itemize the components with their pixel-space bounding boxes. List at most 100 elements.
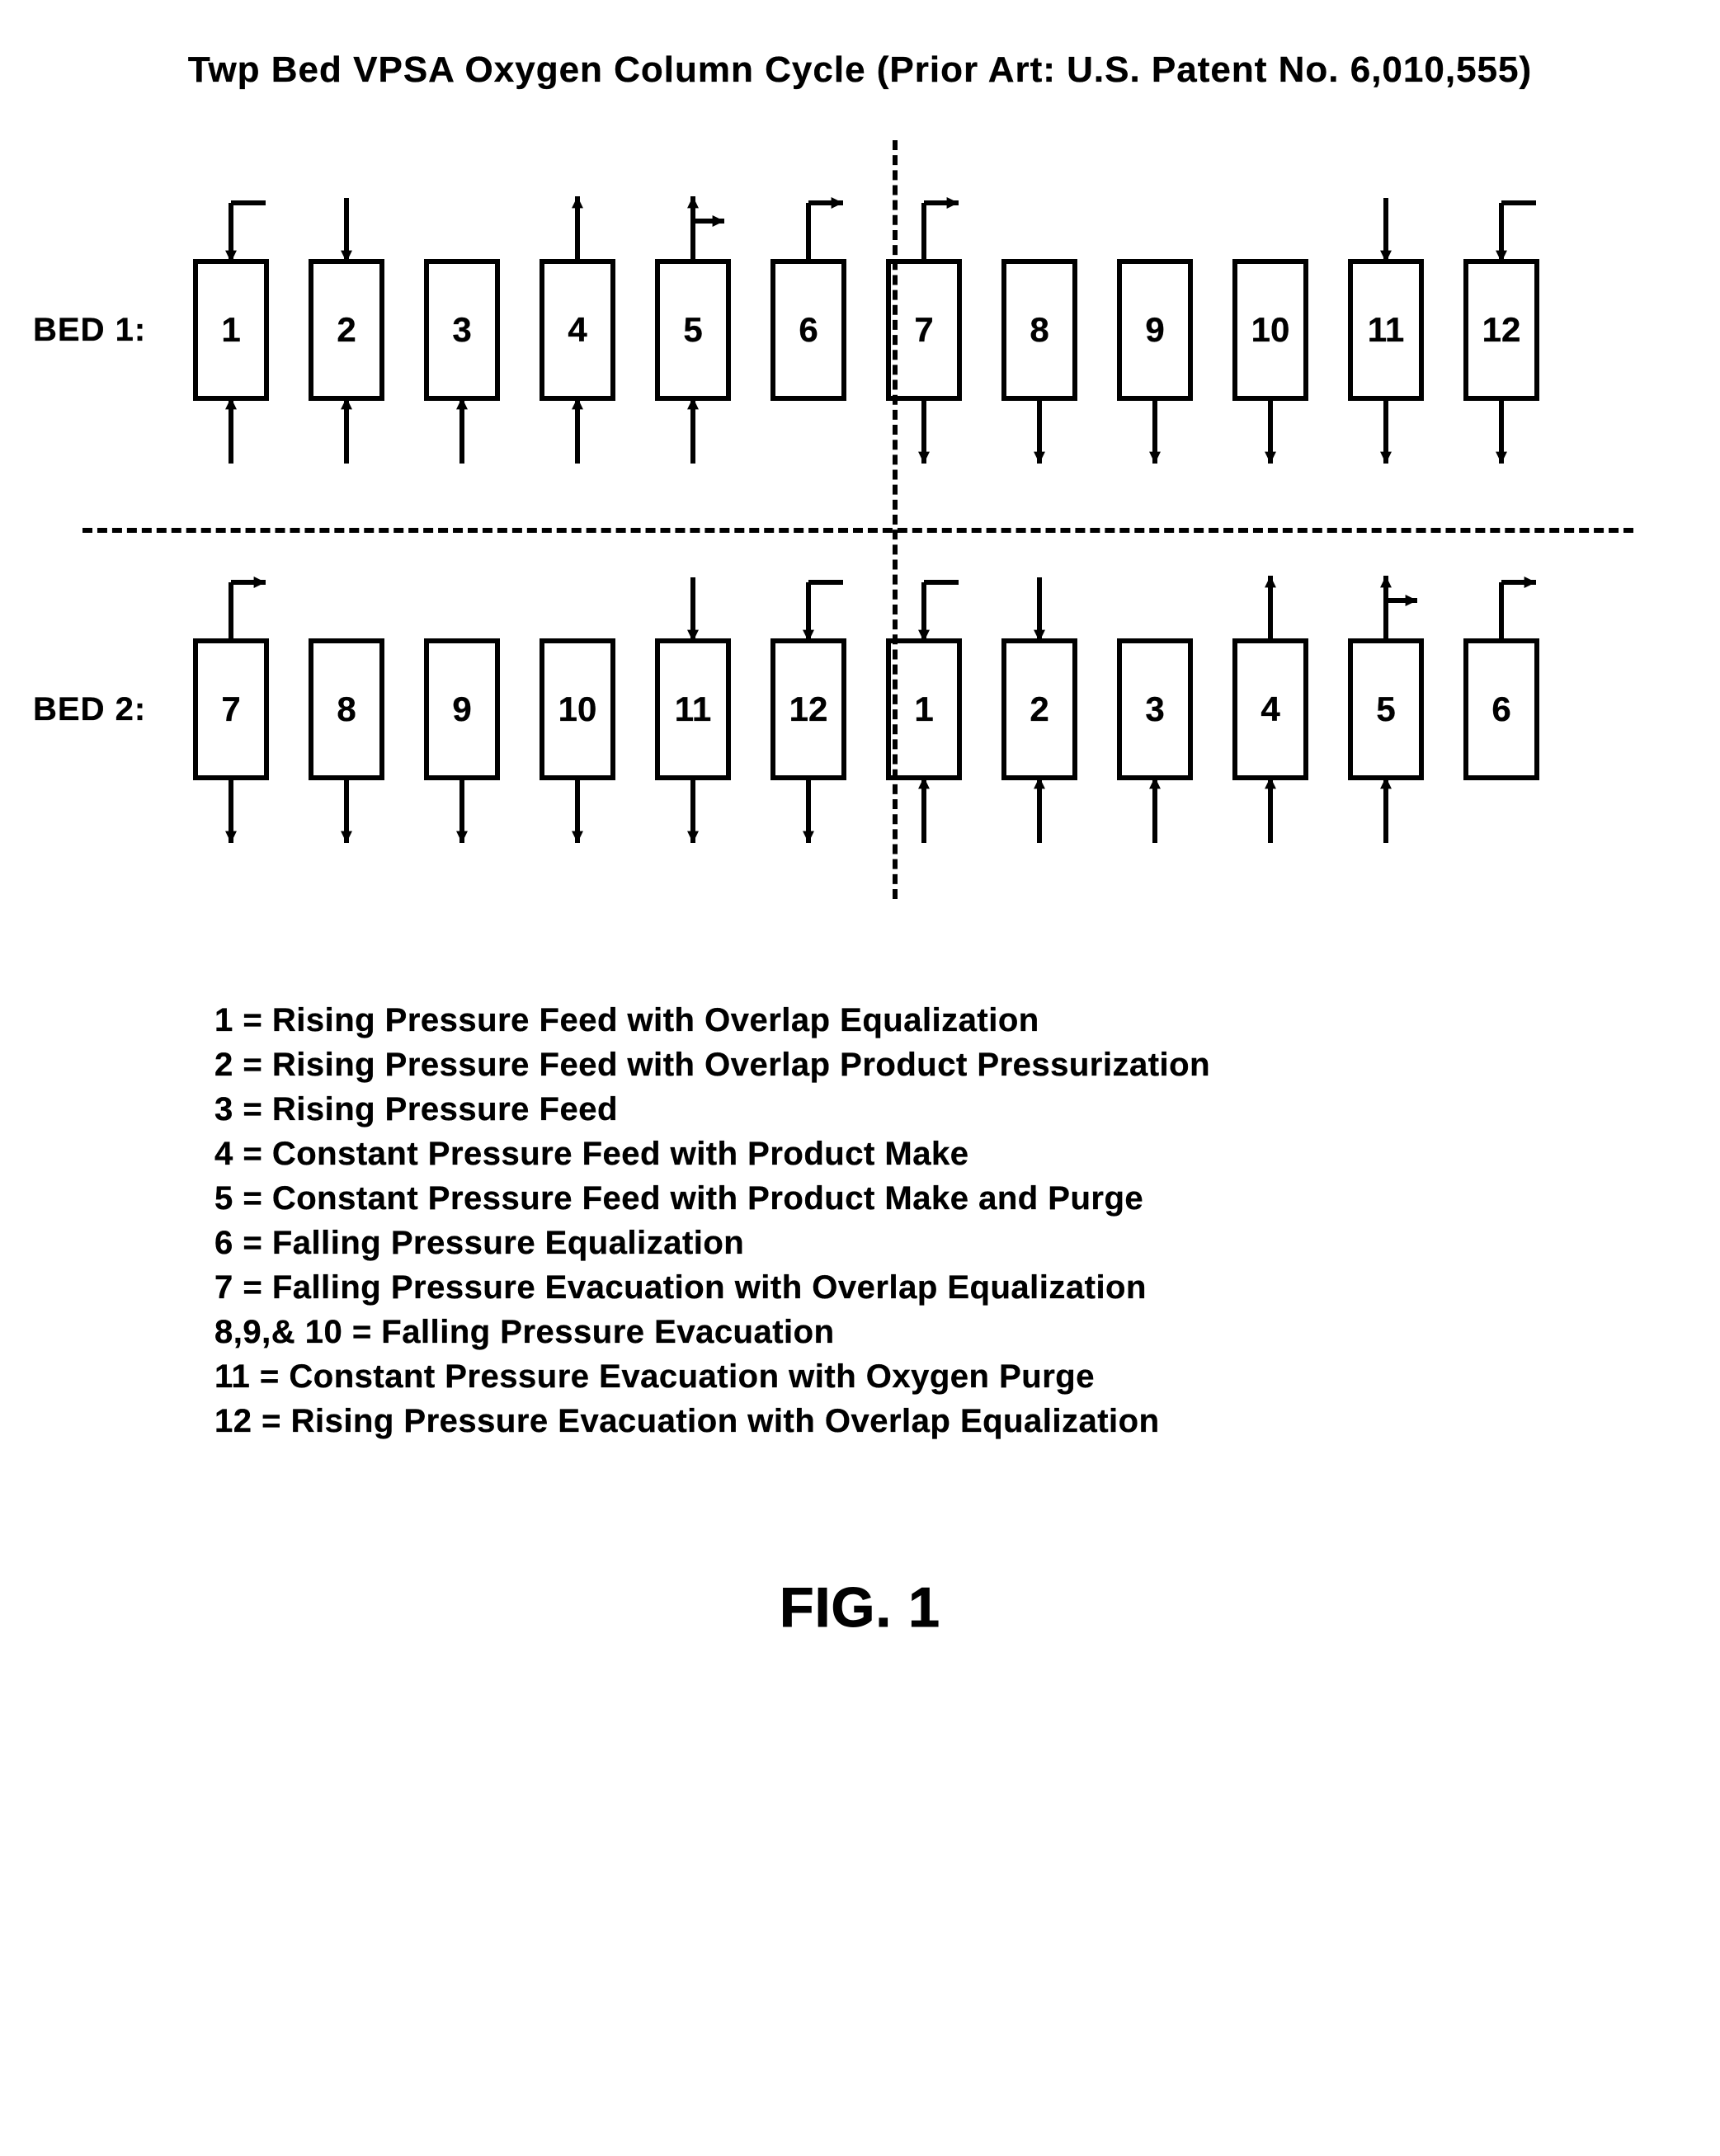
bottom-arrow-in_up <box>520 396 635 470</box>
step-cell-bed2-pos1: 7 <box>173 569 289 850</box>
step-number: 1 <box>221 310 240 350</box>
step-cell-bed2-pos11: 5 <box>1328 569 1444 850</box>
column-box: 10 <box>1232 259 1308 401</box>
step-cell-bed1-pos11: 11 <box>1328 190 1444 470</box>
step-number: 11 <box>675 690 711 729</box>
step-number: 5 <box>683 310 702 350</box>
column-box: 12 <box>770 638 846 780</box>
top-arrow-in_bent_left <box>866 569 982 643</box>
bottom-arrow-in_up <box>866 775 982 850</box>
top-arrow-out_bent_right <box>173 569 289 643</box>
column-box: 12 <box>1463 259 1539 401</box>
column-box: 9 <box>424 638 500 780</box>
step-cell-bed1-pos5: 5 <box>635 190 751 470</box>
bottom-arrow-in_up <box>635 396 751 470</box>
bottom-arrow-out_down <box>520 775 635 850</box>
top-arrow-in_down <box>635 569 751 643</box>
step-number: 6 <box>799 310 818 350</box>
step-number: 5 <box>1376 690 1395 729</box>
legend: 1 = Rising Pressure Feed with Overlap Eq… <box>214 998 1687 1443</box>
bottom-arrow-out_down <box>1444 396 1559 470</box>
top-arrow-in_down <box>982 569 1097 643</box>
step-number: 9 <box>1145 310 1164 350</box>
step-cell-bed1-pos10: 10 <box>1213 190 1328 470</box>
legend-row: 7 = Falling Pressure Evacuation with Ove… <box>214 1265 1687 1310</box>
legend-row: 8,9,& 10 = Falling Pressure Evacuation <box>214 1310 1687 1354</box>
bottom-arrow-in_up <box>1213 775 1328 850</box>
step-number: 2 <box>337 310 356 350</box>
column-box: 7 <box>193 638 269 780</box>
bottom-arrow-out_down <box>404 775 520 850</box>
column-box: 5 <box>655 259 731 401</box>
column-box: 8 <box>309 638 384 780</box>
step-cell-bed2-pos2: 8 <box>289 569 404 850</box>
column-box: 3 <box>1117 638 1193 780</box>
bed-2-steps: 789101112123456 <box>173 569 1559 850</box>
step-number: 8 <box>337 690 356 729</box>
step-number: 4 <box>1261 690 1279 729</box>
column-box: 11 <box>655 638 731 780</box>
bottom-arrow-out_down <box>173 775 289 850</box>
step-cell-bed1-pos2: 2 <box>289 190 404 470</box>
step-number: 2 <box>1030 690 1048 729</box>
step-cell-bed2-pos12: 6 <box>1444 569 1559 850</box>
column-box: 10 <box>540 638 615 780</box>
bottom-arrow-in_up <box>404 396 520 470</box>
step-cell-bed2-pos3: 9 <box>404 569 520 850</box>
column-box: 4 <box>1232 638 1308 780</box>
bottom-arrow-out_down <box>982 396 1097 470</box>
step-number: 8 <box>1030 310 1048 350</box>
step-cell-bed1-pos6: 6 <box>751 190 866 470</box>
bed-2-label: BED 2: <box>33 691 173 728</box>
top-arrow-out_bent_right <box>1444 569 1559 643</box>
step-number: 1 <box>914 690 933 729</box>
column-box: 2 <box>1001 638 1077 780</box>
top-arrow-in_bent_left <box>173 190 289 264</box>
bottom-arrow-out_down <box>1213 396 1328 470</box>
step-number: 9 <box>452 690 471 729</box>
top-arrow-out_up <box>1213 569 1328 643</box>
diagram: BED 1: 123456789101112 BED 2: 7891011121… <box>33 190 1687 932</box>
legend-row: 3 = Rising Pressure Feed <box>214 1087 1687 1132</box>
bottom-arrow-in_up <box>982 775 1097 850</box>
column-box: 3 <box>424 259 500 401</box>
step-cell-bed2-pos10: 4 <box>1213 569 1328 850</box>
step-cell-bed2-pos4: 10 <box>520 569 635 850</box>
step-cell-bed2-pos5: 11 <box>635 569 751 850</box>
legend-row: 5 = Constant Pressure Feed with Product … <box>214 1176 1687 1221</box>
page-title: Twp Bed VPSA Oxygen Column Cycle (Prior … <box>33 49 1687 91</box>
step-cell-bed1-pos4: 4 <box>520 190 635 470</box>
step-number: 3 <box>1145 690 1164 729</box>
top-arrow-out_up_split <box>635 190 751 264</box>
column-box: 11 <box>1348 259 1424 401</box>
top-arrow-in_bent_left <box>1444 190 1559 264</box>
step-number: 11 <box>1368 310 1404 350</box>
column-box: 9 <box>1117 259 1193 401</box>
bed-1-label: BED 1: <box>33 312 173 349</box>
bottom-arrow-out_down <box>866 396 982 470</box>
step-cell-bed1-pos3: 3 <box>404 190 520 470</box>
legend-row: 2 = Rising Pressure Feed with Overlap Pr… <box>214 1043 1687 1087</box>
bottom-arrow-out_down <box>635 775 751 850</box>
column-box: 8 <box>1001 259 1077 401</box>
top-arrow-in_down <box>1328 190 1444 264</box>
bottom-arrow-in_up <box>1328 775 1444 850</box>
step-number: 10 <box>558 690 597 729</box>
step-number: 6 <box>1491 690 1510 729</box>
bottom-arrow-in_up <box>173 396 289 470</box>
column-box: 6 <box>770 259 846 401</box>
step-cell-bed1-pos7: 7 <box>866 190 982 470</box>
top-arrow-out_up <box>520 190 635 264</box>
bed-row-2: BED 2: 789101112123456 <box>33 569 1559 850</box>
step-cell-bed2-pos9: 3 <box>1097 569 1213 850</box>
step-cell-bed2-pos8: 2 <box>982 569 1097 850</box>
step-number: 12 <box>1482 310 1521 350</box>
step-cell-bed2-pos6: 12 <box>751 569 866 850</box>
step-cell-bed2-pos7: 1 <box>866 569 982 850</box>
bottom-arrow-out_down <box>751 775 866 850</box>
legend-row: 4 = Constant Pressure Feed with Product … <box>214 1132 1687 1176</box>
column-box: 2 <box>309 259 384 401</box>
legend-row: 6 = Falling Pressure Equalization <box>214 1221 1687 1265</box>
top-arrow-out_up_split <box>1328 569 1444 643</box>
step-number: 7 <box>914 310 933 350</box>
